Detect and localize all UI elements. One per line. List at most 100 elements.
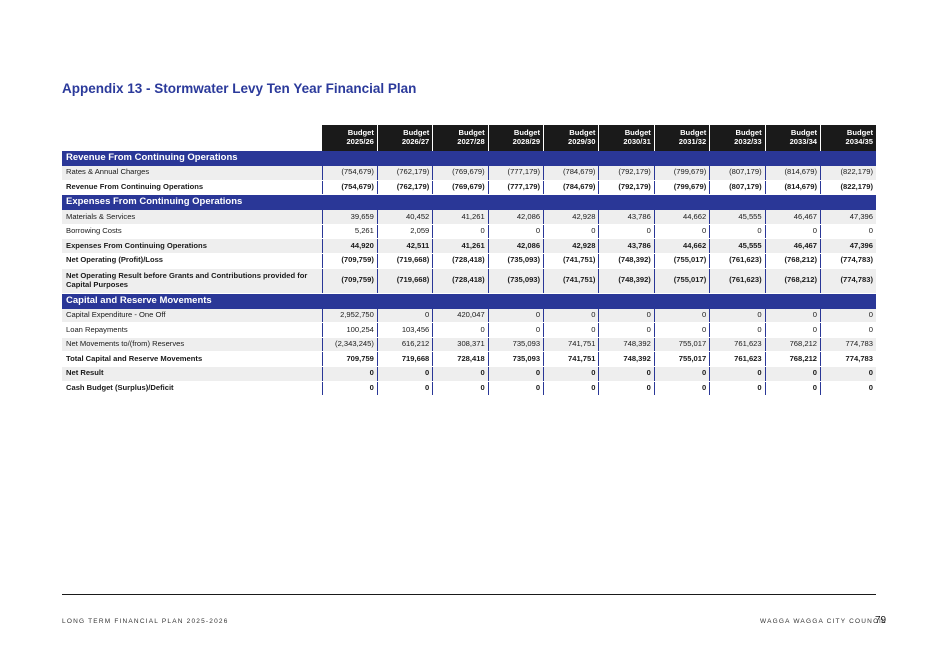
section-header-row: Revenue From Continuing Operations (62, 151, 876, 166)
value-cell: 47,396 (820, 210, 876, 225)
value-cell: 0 (487, 224, 544, 240)
table-row: Revenue From Continuing Operations (754,6… (62, 180, 876, 196)
value-cell: 42,928 (543, 210, 599, 225)
value-cell: 5,261 (321, 224, 378, 240)
value-cell: 0 (820, 308, 876, 324)
page-title: Appendix 13 - Stormwater Levy Ten Year F… (62, 81, 417, 96)
value-cell: (814,679) (764, 166, 821, 181)
column-header: Budget 2027/28 (432, 125, 489, 151)
value-cell: 0 (598, 322, 655, 338)
table-row: Net Operating Result before Grants and C… (62, 268, 876, 294)
table-row: Expenses From Continuing Operations 44,92… (62, 238, 876, 254)
section-title: Expenses From Continuing Operations (62, 194, 876, 211)
value-cell: 755,017 (653, 337, 710, 353)
value-cell: 0 (598, 308, 655, 324)
value-cell: (719,668) (376, 268, 433, 294)
value-cell: 43,786 (598, 210, 655, 225)
value-cell: (755,017) (653, 253, 710, 269)
value-cell: (761,623) (709, 268, 766, 294)
value-cell: 0 (598, 381, 655, 397)
value-cell: 774,783 (820, 351, 876, 367)
section-title: Capital and Reserve Movements (62, 293, 876, 309)
table-header-row: Budget 2025/26 Budget 2026/27 Budget 2027/2… (62, 125, 876, 151)
value-cell: (761,623) (709, 253, 766, 269)
value-cell: (777,179) (487, 166, 544, 181)
value-cell: (807,179) (709, 166, 766, 181)
value-cell: 42,511 (376, 238, 433, 254)
value-cell: 741,751 (543, 351, 599, 367)
value-cell: 0 (709, 224, 766, 240)
value-cell: 0 (543, 366, 599, 382)
financial-plan-table: Budget 2025/26 Budget 2026/27 Budget 2027/2… (62, 125, 876, 397)
header-blank-cell (62, 125, 322, 151)
table-row: Capital Expenditure - One Off 2,952,750 0 4… (62, 308, 876, 324)
value-cell: (762,179) (376, 166, 433, 181)
table-row: Total Capital and Reserve Movements 709,7… (62, 351, 876, 367)
value-cell: 0 (764, 224, 821, 240)
column-header: Budget 2029/30 (543, 125, 600, 151)
value-cell: (2,343,245) (321, 337, 378, 353)
table-row: Net Result 0 0 0 0 0 0 0 0 0 0 (62, 366, 876, 382)
value-cell: 0 (543, 381, 599, 397)
value-cell: (748,392) (598, 253, 655, 269)
page-number: 79 (875, 615, 887, 626)
value-cell: 755,017 (653, 351, 710, 367)
value-cell: (822,179) (820, 180, 876, 196)
value-cell: 42,928 (543, 238, 599, 254)
value-cell: 41,261 (432, 210, 489, 225)
column-header: Budget 2026/27 (377, 125, 434, 151)
value-cell: (755,017) (653, 268, 710, 294)
value-cell: (792,179) (598, 166, 655, 181)
value-cell: (728,418) (432, 253, 489, 269)
value-cell: 0 (321, 381, 378, 397)
value-cell: 103,456 (376, 322, 433, 338)
table-row: Net Operating (Profit)/Loss (709,759) (719… (62, 253, 876, 269)
value-cell: 709,759 (321, 351, 378, 367)
value-cell: 44,920 (321, 238, 378, 254)
value-cell: (792,179) (598, 180, 655, 196)
value-cell: 42,086 (487, 238, 544, 254)
value-cell: 42,086 (487, 210, 544, 225)
value-cell: 0 (653, 308, 710, 324)
value-cell: 43,786 (598, 238, 655, 254)
column-header: Budget 2033/34 (765, 125, 822, 151)
value-cell: 308,371 (432, 337, 489, 353)
value-cell: (741,751) (543, 253, 599, 269)
row-label: Net Operating (Profit)/Loss (62, 253, 322, 269)
value-cell: 761,623 (709, 351, 766, 367)
value-cell: 719,668 (376, 351, 433, 367)
value-cell: 0 (432, 224, 489, 240)
value-cell: 748,392 (598, 337, 655, 353)
value-cell: 728,418 (432, 351, 489, 367)
section-title: Revenue From Continuing Operations (62, 151, 876, 166)
value-cell: 0 (543, 322, 599, 338)
table-row: Cash Budget (Surplus)/Deficit 0 0 0 0 0 0 0 0 0 0 (62, 381, 876, 397)
column-header: Budget 2030/31 (598, 125, 655, 151)
row-label: Revenue From Continuing Operations (62, 180, 322, 196)
value-cell: 0 (598, 366, 655, 382)
value-cell: 41,261 (432, 238, 489, 254)
value-cell: 0 (709, 366, 766, 382)
value-cell: (774,783) (820, 268, 876, 294)
value-cell: (709,759) (321, 268, 378, 294)
value-cell: (709,759) (321, 253, 378, 269)
value-cell: (799,679) (653, 180, 710, 196)
row-label: Borrowing Costs (62, 224, 322, 240)
column-header: Budget 2031/32 (654, 125, 711, 151)
value-cell: 0 (764, 308, 821, 324)
value-cell: 40,452 (376, 210, 433, 225)
section-header-row: Capital and Reserve Movements (62, 293, 876, 309)
footer-organisation: WAGGA WAGGA CITY COUNCIL (760, 618, 887, 625)
value-cell: (822,179) (820, 166, 876, 181)
value-cell: 100,254 (321, 322, 378, 338)
value-cell: 0 (820, 381, 876, 397)
value-cell: (735,093) (487, 268, 544, 294)
value-cell: 0 (764, 322, 821, 338)
value-cell: 0 (764, 366, 821, 382)
value-cell: 0 (487, 381, 544, 397)
value-cell: 44,662 (653, 238, 710, 254)
value-cell: 0 (321, 366, 378, 382)
value-cell: 44,662 (653, 210, 710, 225)
row-label: Net Operating Result before Grants and C… (62, 268, 322, 294)
footer-document-title: LONG TERM FINANCIAL PLAN 2025-2026 (62, 618, 229, 625)
